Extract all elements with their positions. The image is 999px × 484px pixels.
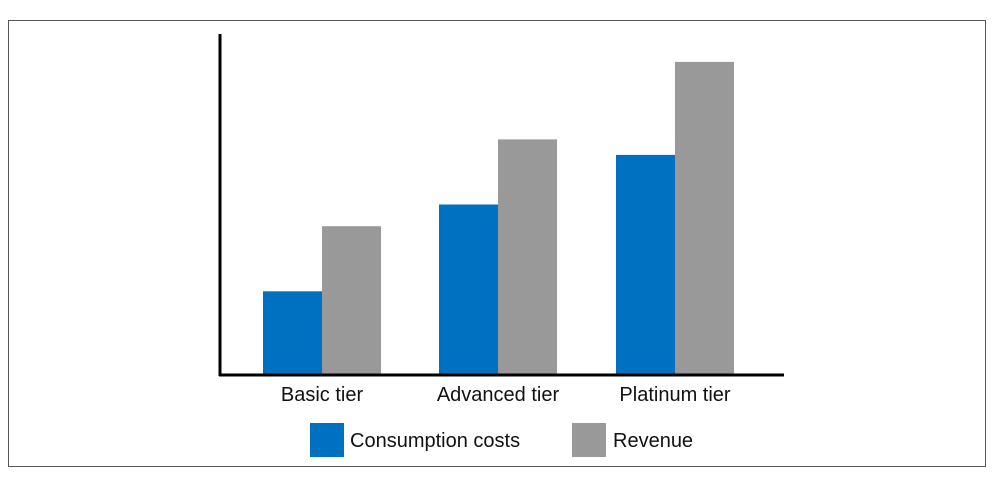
bar-consumption-costs-basic-tier <box>263 291 322 375</box>
bar-revenue-platinum-tier <box>675 61 734 376</box>
legend-swatch-consumption-costs <box>310 423 344 457</box>
x-tick-labels: Basic tier Advanced tier Platinum tier <box>281 384 731 406</box>
bar-revenue-advanced-tier <box>498 139 557 375</box>
bar-consumption-costs-advanced-tier <box>439 204 498 375</box>
x-tick-label-platinum-tier: Platinum tier <box>619 384 730 406</box>
x-tick-label-basic-tier: Basic tier <box>281 384 364 406</box>
x-tick-label-advanced-tier: Advanced tier <box>437 384 560 406</box>
legend-swatch-revenue <box>572 423 606 457</box>
bar-consumption-costs-platinum-tier <box>616 154 675 375</box>
legend-label-consumption-costs: Consumption costs <box>350 430 520 452</box>
legend: Consumption costs Revenue <box>310 423 693 457</box>
legend-label-revenue: Revenue <box>613 430 693 452</box>
bars-group <box>263 61 734 376</box>
bar-revenue-basic-tier <box>322 226 381 375</box>
